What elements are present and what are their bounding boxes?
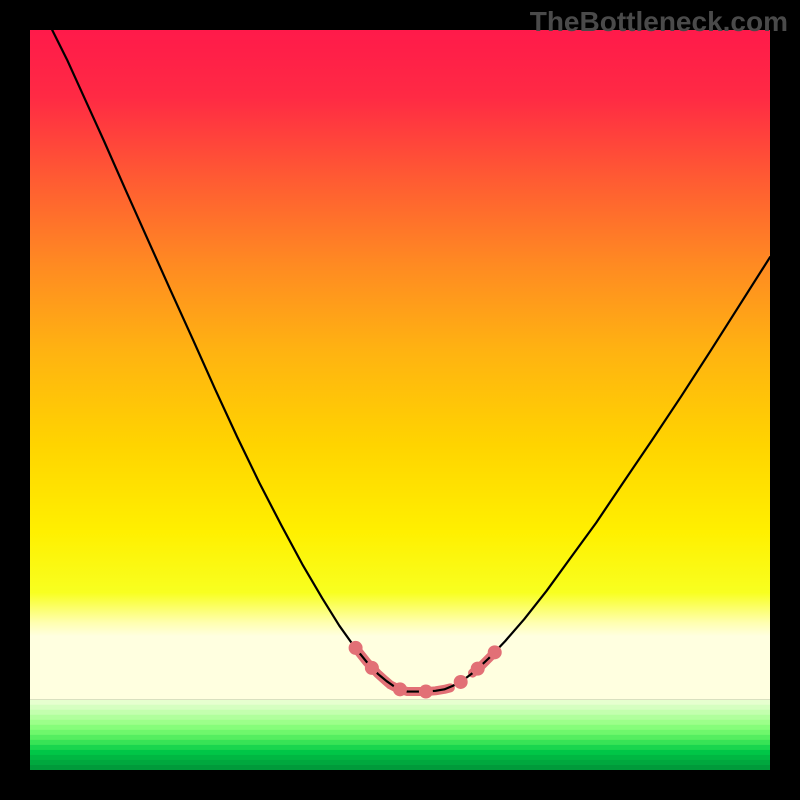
plot-area	[30, 30, 770, 770]
marker-dot	[419, 685, 433, 699]
marker-dot	[365, 661, 379, 675]
gradient-background	[30, 30, 770, 700]
marker-dot	[471, 662, 485, 676]
watermark-text: TheBottleneck.com	[530, 6, 788, 38]
marker-dot	[454, 675, 468, 689]
marker-dot	[349, 641, 363, 655]
chart-frame: TheBottleneck.com	[0, 0, 800, 800]
marker-dot	[393, 682, 407, 696]
bottleneck-curve-svg	[30, 30, 770, 770]
marker-dot	[488, 645, 502, 659]
bottom-green-bands	[30, 700, 770, 770]
